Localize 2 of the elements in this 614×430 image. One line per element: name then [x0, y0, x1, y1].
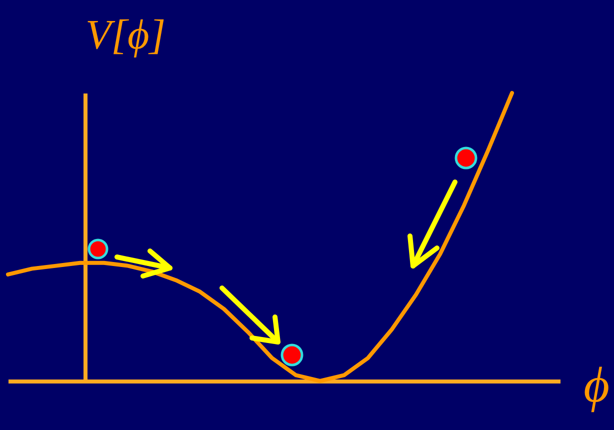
y-axis-title: V[ϕ]	[85, 12, 166, 58]
x-axis-title: ϕ	[584, 356, 610, 412]
